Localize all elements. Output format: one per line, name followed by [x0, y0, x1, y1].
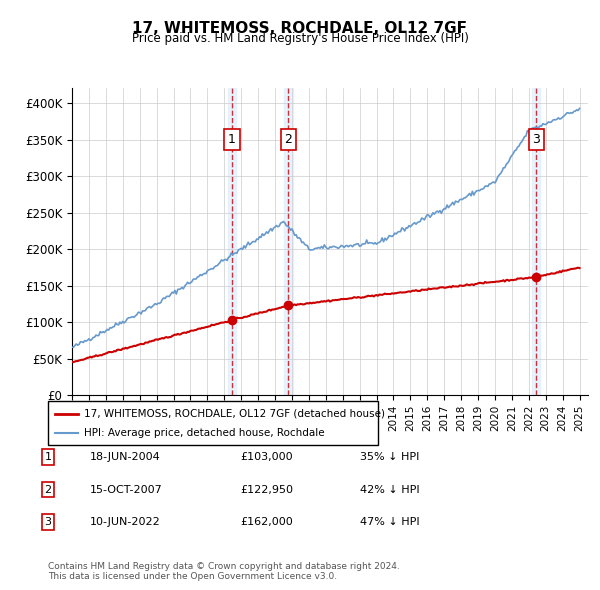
Text: 1: 1: [44, 453, 52, 462]
Text: 10-JUN-2022: 10-JUN-2022: [90, 517, 161, 527]
Text: 1: 1: [228, 133, 236, 146]
Text: 3: 3: [532, 133, 540, 146]
Text: £103,000: £103,000: [240, 453, 293, 462]
Text: 47% ↓ HPI: 47% ↓ HPI: [360, 517, 419, 527]
Text: 15-OCT-2007: 15-OCT-2007: [90, 485, 163, 494]
Text: 18-JUN-2004: 18-JUN-2004: [90, 453, 161, 462]
Text: Price paid vs. HM Land Registry's House Price Index (HPI): Price paid vs. HM Land Registry's House …: [131, 32, 469, 45]
Text: 3: 3: [44, 517, 52, 527]
Bar: [228, 88, 236, 395]
Bar: [532, 88, 541, 395]
Text: 17, WHITEMOSS, ROCHDALE, OL12 7GF: 17, WHITEMOSS, ROCHDALE, OL12 7GF: [133, 21, 467, 35]
Text: £122,950: £122,950: [240, 485, 293, 494]
FancyBboxPatch shape: [48, 401, 378, 445]
Text: 42% ↓ HPI: 42% ↓ HPI: [360, 485, 419, 494]
Text: £162,000: £162,000: [240, 517, 293, 527]
Text: 2: 2: [44, 485, 52, 494]
Text: 2: 2: [284, 133, 292, 146]
Text: 35% ↓ HPI: 35% ↓ HPI: [360, 453, 419, 462]
Text: HPI: Average price, detached house, Rochdale: HPI: Average price, detached house, Roch…: [84, 428, 325, 438]
Bar: [284, 88, 293, 395]
Text: 17, WHITEMOSS, ROCHDALE, OL12 7GF (detached house): 17, WHITEMOSS, ROCHDALE, OL12 7GF (detac…: [84, 409, 385, 418]
Text: Contains HM Land Registry data © Crown copyright and database right 2024.
This d: Contains HM Land Registry data © Crown c…: [48, 562, 400, 581]
